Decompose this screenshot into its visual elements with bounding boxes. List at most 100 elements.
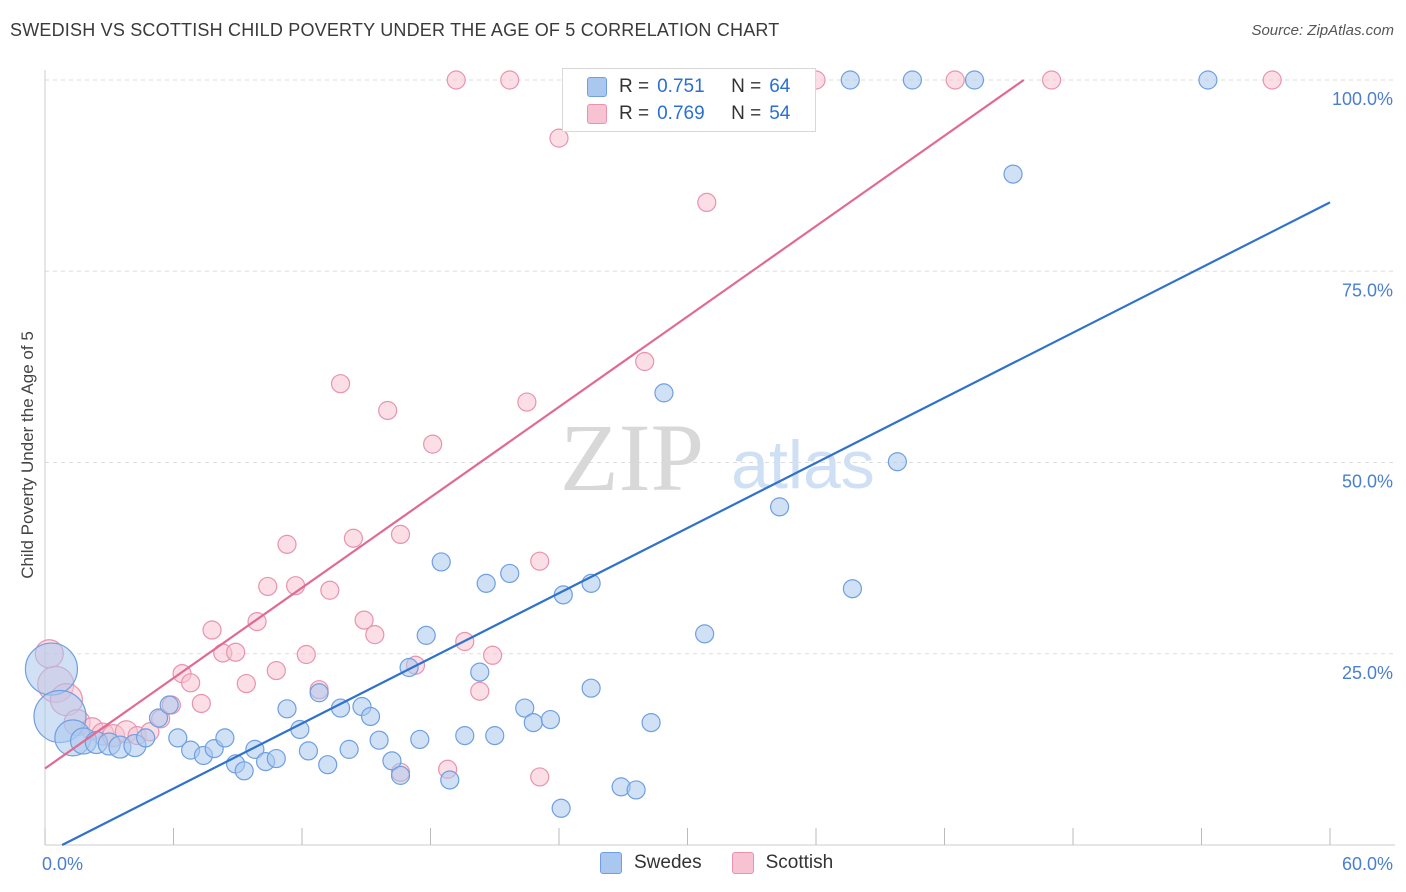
y-tick-label: 50.0% <box>1342 472 1393 492</box>
series-label-scottish: Scottish <box>765 852 834 873</box>
point-scottish <box>266 660 286 681</box>
points-layer <box>24 70 1282 818</box>
point-swedes <box>159 695 179 715</box>
correlation-legend: R = 0.751 N = 64 R = 0.769 N = 54 <box>562 68 816 132</box>
legend-swatch-swedes <box>587 77 607 97</box>
point-scottish <box>470 681 490 701</box>
point-scottish <box>365 625 385 645</box>
point-scottish <box>258 576 278 597</box>
point-scottish <box>635 351 655 372</box>
point-scottish <box>423 434 443 454</box>
point-swedes <box>168 728 188 748</box>
point-swedes <box>277 699 297 719</box>
point-scottish <box>191 693 211 714</box>
point-scottish <box>277 534 297 554</box>
point-scottish <box>343 528 363 548</box>
point-swedes <box>382 751 402 771</box>
point-scottish <box>378 400 398 421</box>
point-swedes <box>399 657 419 678</box>
point-swedes <box>309 683 329 703</box>
x-tick-label: 60.0% <box>1342 854 1393 874</box>
point-scottish <box>530 551 550 571</box>
point-swedes <box>440 770 460 790</box>
point-swedes <box>842 579 863 599</box>
point-scottish <box>226 642 246 662</box>
legend-r-label: R = <box>619 76 650 97</box>
point-swedes <box>654 383 674 403</box>
point-scottish <box>181 673 201 693</box>
point-swedes <box>390 765 411 785</box>
point-scottish <box>530 767 550 787</box>
chart-title: SWEDISH VS SCOTTISH CHILD POVERTY UNDER … <box>10 20 780 40</box>
point-swedes <box>485 726 505 746</box>
series-legend: Swedes Scottish <box>600 852 863 874</box>
series-legend-swedes[interactable]: Swedes <box>600 852 702 874</box>
point-swedes <box>416 625 436 645</box>
point-scottish <box>1041 70 1062 90</box>
point-swedes <box>540 709 561 730</box>
point-swedes <box>1003 164 1023 184</box>
legend-n-value: 54 <box>769 103 791 124</box>
legend-n-label: N = <box>731 103 762 124</box>
point-swedes <box>234 761 254 781</box>
point-scottish <box>945 70 965 90</box>
point-swedes <box>515 698 535 718</box>
point-swedes <box>1198 70 1218 90</box>
point-swedes <box>470 662 490 682</box>
point-swedes <box>769 497 790 517</box>
point-swedes <box>24 642 79 696</box>
point-scottish <box>320 580 340 600</box>
legend-row-scottish: R = 0.769 N = 54 <box>587 101 790 127</box>
point-swedes <box>476 573 496 593</box>
point-swedes <box>902 70 922 90</box>
point-swedes <box>339 739 359 759</box>
watermark-zip: ZIP <box>560 404 704 511</box>
point-swedes <box>431 552 451 572</box>
y-tick-label: 75.0% <box>1342 280 1393 300</box>
point-swedes <box>964 70 985 90</box>
point-swedes <box>318 755 338 775</box>
series-swatch-scottish <box>731 852 754 874</box>
point-swedes <box>551 798 571 818</box>
legend-n-value: 64 <box>769 76 791 97</box>
trend-line-swedes <box>61 201 1331 846</box>
point-scottish <box>697 192 717 212</box>
point-swedes <box>695 624 715 644</box>
point-scottish <box>446 70 466 90</box>
series-swatch-swedes <box>600 852 622 874</box>
point-swedes <box>298 741 319 761</box>
point-swedes <box>136 728 156 748</box>
trend-layer <box>44 79 1331 846</box>
legend-r-value: 0.751 <box>657 76 705 97</box>
series-legend-scottish[interactable]: Scottish <box>731 852 834 874</box>
point-scottish <box>549 128 569 148</box>
y-tick-label: 100.0% <box>1332 89 1393 109</box>
point-scottish <box>202 620 222 640</box>
legend-r-value: 0.769 <box>657 103 705 124</box>
point-scottish <box>500 70 520 90</box>
point-scottish <box>517 392 537 412</box>
trend-line-scottish <box>44 79 1025 770</box>
point-swedes <box>148 708 169 728</box>
point-scottish <box>236 673 256 694</box>
legend-n-label: N = <box>731 76 762 97</box>
point-swedes <box>581 678 601 698</box>
point-swedes <box>215 728 235 748</box>
point-swedes <box>887 452 907 472</box>
tick-labels-layer: 25.0% 50.0% 75.0% 100.0% 0.0% 60.0% <box>42 89 1393 874</box>
point-swedes <box>500 563 520 584</box>
legend-swatch-scottish <box>587 104 607 124</box>
legend-row-swedes: R = 0.751 N = 64 <box>587 74 790 100</box>
point-scottish <box>1262 70 1282 90</box>
point-swedes <box>840 70 860 90</box>
watermark: ZIP atlas <box>560 404 875 511</box>
point-swedes <box>290 719 310 740</box>
point-scottish <box>296 644 316 665</box>
point-swedes <box>410 729 430 750</box>
point-swedes <box>455 726 475 746</box>
point-scottish <box>390 524 411 545</box>
point-swedes <box>523 712 543 733</box>
point-scottish <box>354 610 374 630</box>
grid-layer <box>45 79 1395 655</box>
